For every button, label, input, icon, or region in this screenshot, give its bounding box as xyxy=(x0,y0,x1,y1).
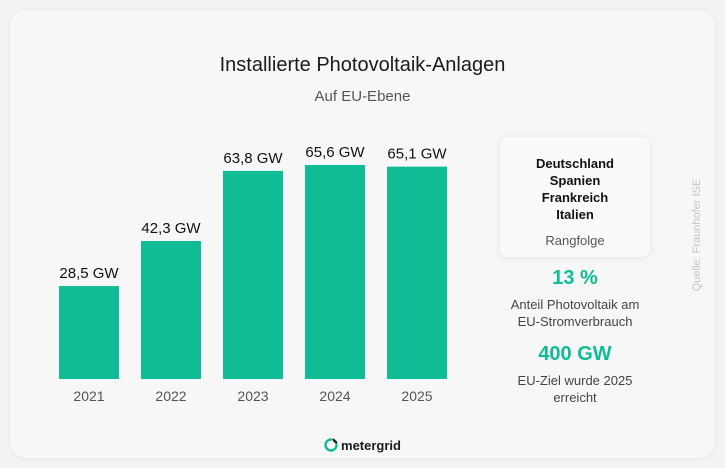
bar-value-label-2024: 65,6 GW xyxy=(305,144,365,161)
bar-2022 xyxy=(141,241,201,379)
bar-chart: 28,5 GW 2021 42,3 GW 2022 63,8 GW 2023 65,6 GW… xyxy=(10,10,470,410)
x-tick-label-2025: 2025 xyxy=(401,388,432,404)
stat-eu-target-description: EU-Ziel wurde 2025 erreicht xyxy=(490,372,660,406)
stat-eu-target-line-2: erreicht xyxy=(490,389,660,406)
stat-eu-target: 400 GW EU-Ziel wurde 2025 erreicht xyxy=(490,343,660,406)
stat-pv-share-description: Anteil Photovoltaik am EU-Stromverbrauch xyxy=(490,296,660,330)
ranking-country-2: Spanien xyxy=(500,172,650,189)
stat-pv-share-line-1: Anteil Photovoltaik am xyxy=(490,296,660,313)
ranking-box: Deutschland Spanien Frankreich Italien R… xyxy=(500,137,650,257)
x-tick-label-2022: 2022 xyxy=(155,388,186,404)
metergrid-logo-icon xyxy=(324,438,338,452)
source-note: Quelle: Fraunhofer ISE xyxy=(691,179,703,292)
bar-value-label-2023: 63,8 GW xyxy=(223,150,283,167)
ranking-country-4: Italien xyxy=(500,206,650,223)
bar-value-label-2022: 42,3 GW xyxy=(141,220,201,237)
ranking-country-1: Deutschland xyxy=(500,155,650,172)
stat-pv-share-line-2: EU-Stromverbrauch xyxy=(490,313,660,330)
brand-logo: metergrid xyxy=(10,438,715,453)
chart-card: Installierte Photovoltaik-Anlagen Auf EU… xyxy=(10,10,715,458)
bar-2021 xyxy=(59,286,119,379)
bar-2024 xyxy=(305,165,365,379)
ranking-country-3: Frankreich xyxy=(500,189,650,206)
bar-value-label-2021: 28,5 GW xyxy=(59,265,119,282)
x-tick-label-2024: 2024 xyxy=(319,388,350,404)
brand-name: metergrid xyxy=(341,438,401,453)
ranking-caption: Rangfolge xyxy=(500,233,650,248)
x-tick-label-2021: 2021 xyxy=(73,388,104,404)
stat-pv-share-value: 13 % xyxy=(490,267,660,290)
bar-2025 xyxy=(387,167,447,379)
stat-eu-target-value: 400 GW xyxy=(490,343,660,366)
bar-2023 xyxy=(223,171,283,379)
x-tick-label-2023: 2023 xyxy=(237,388,268,404)
stat-eu-target-line-1: EU-Ziel wurde 2025 xyxy=(490,372,660,389)
stat-pv-share: 13 % Anteil Photovoltaik am EU-Stromverb… xyxy=(490,267,660,330)
bar-value-label-2025: 65,1 GW xyxy=(387,146,447,163)
